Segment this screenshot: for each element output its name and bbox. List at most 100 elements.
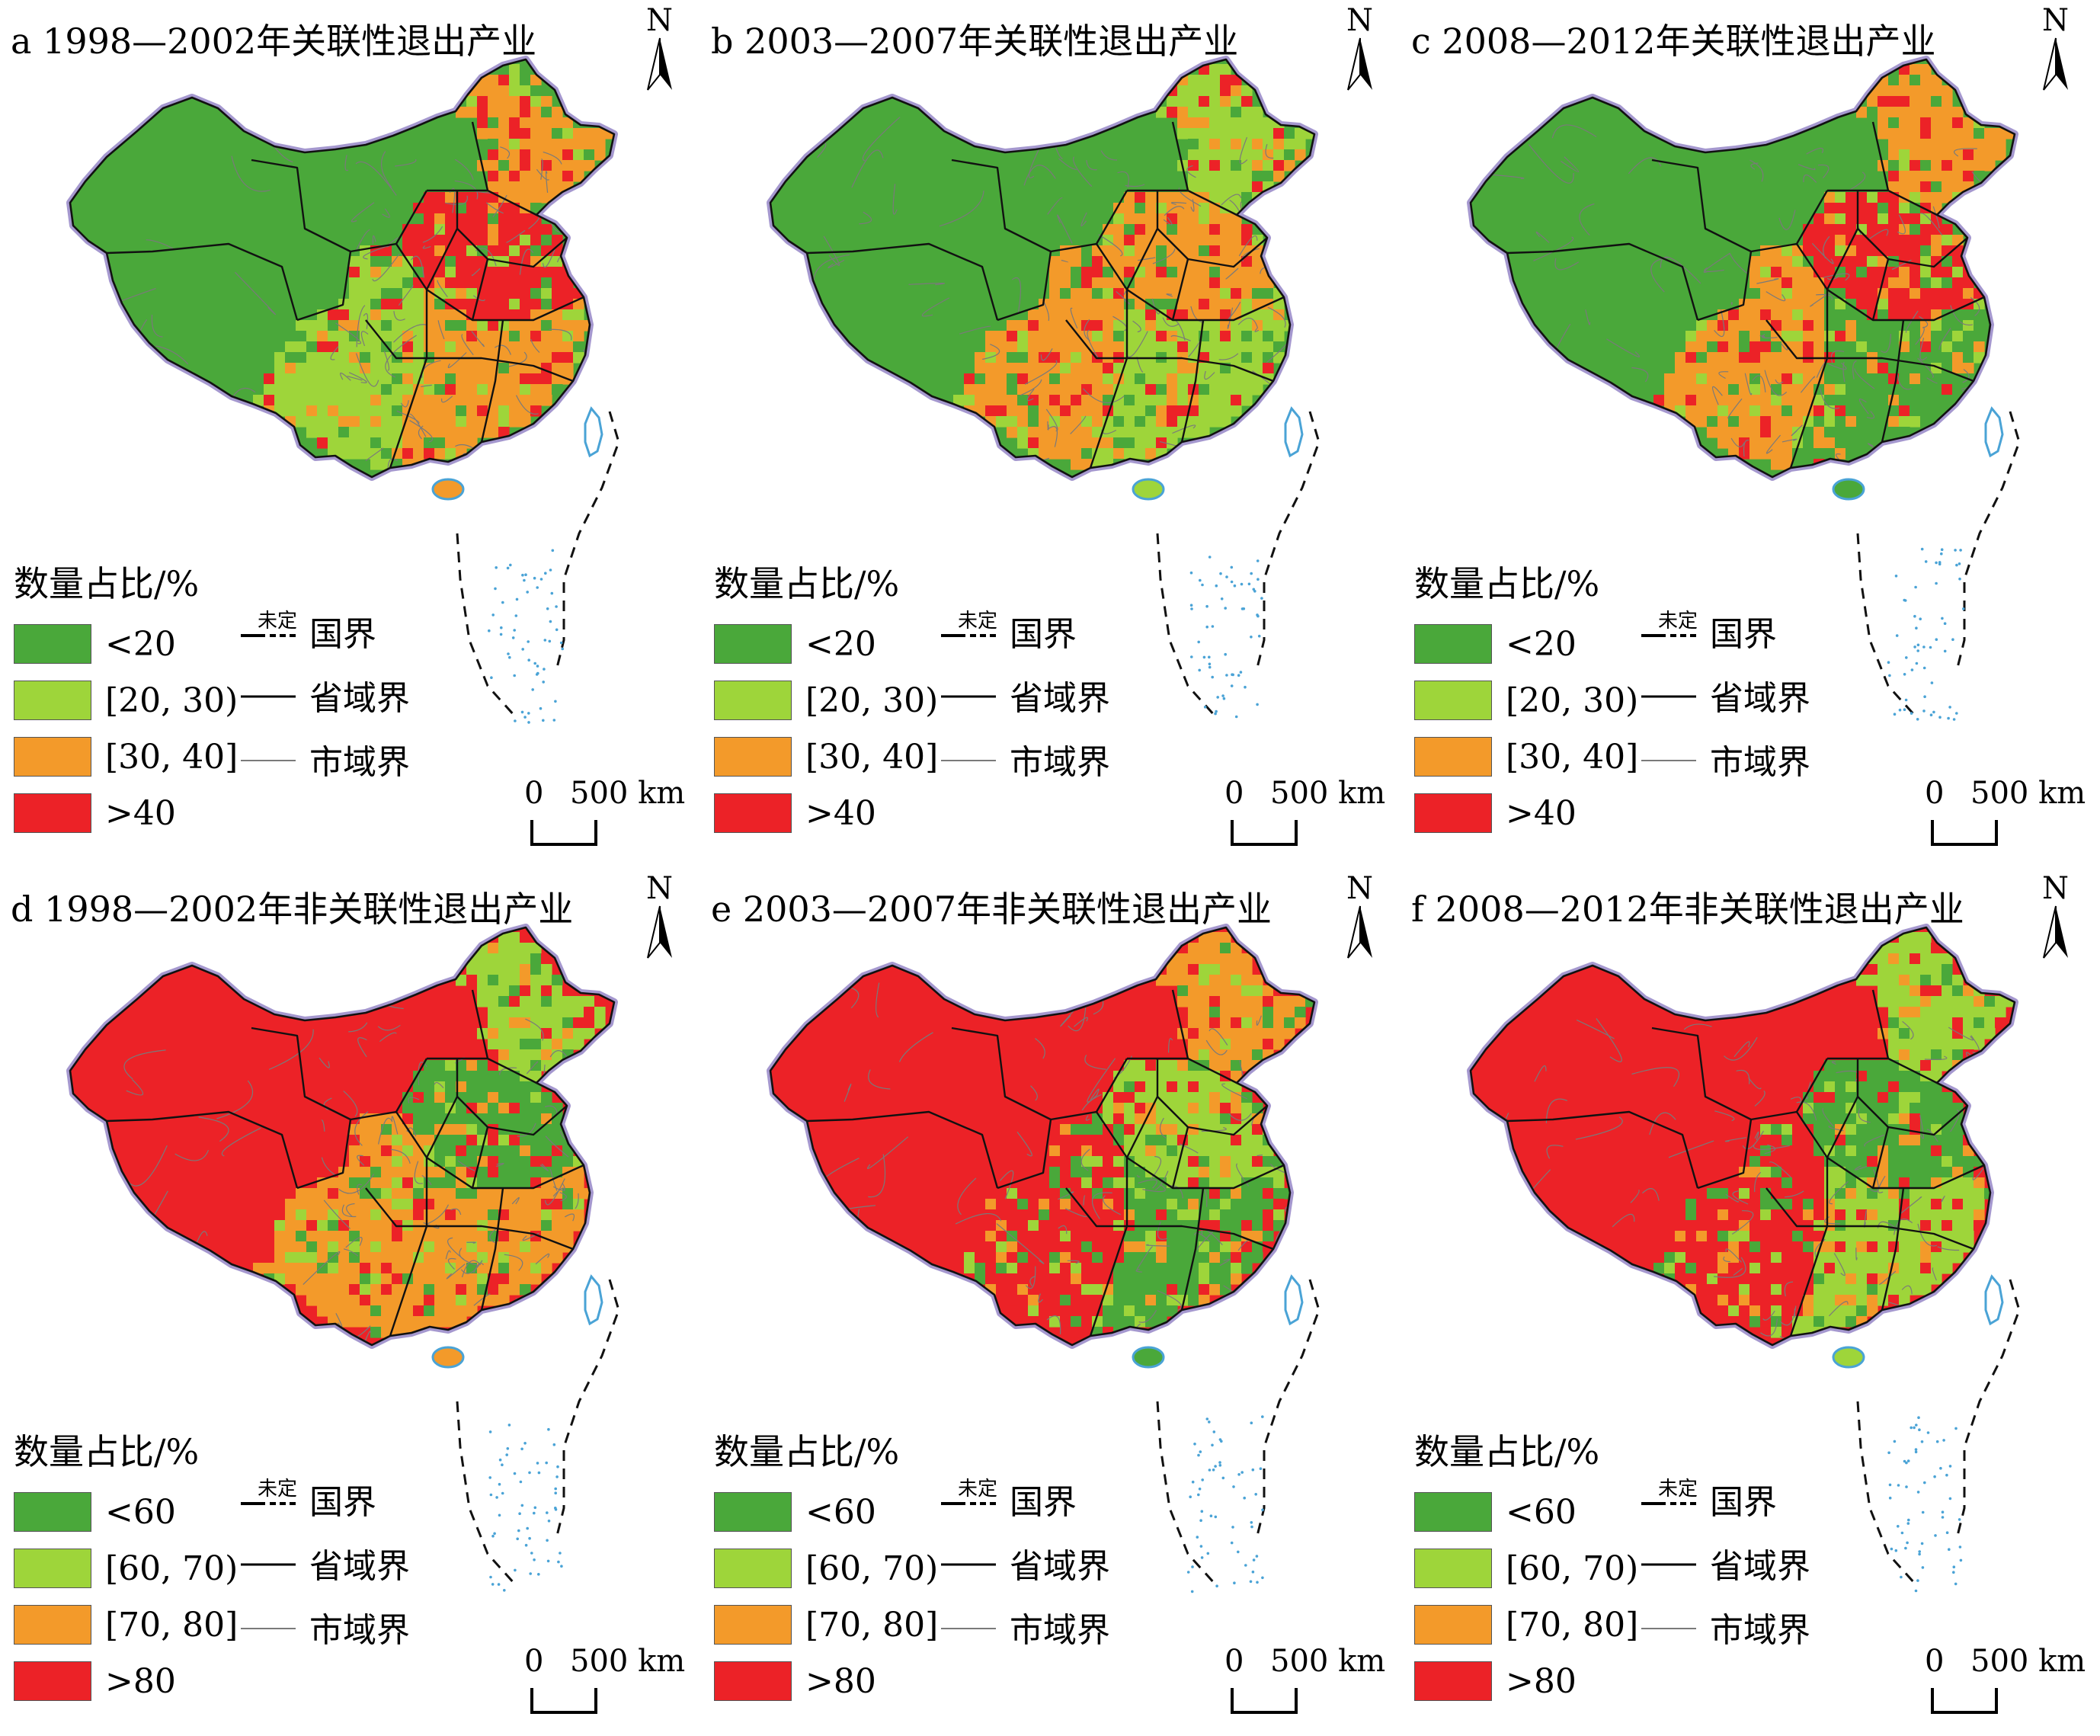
city-boundary bbox=[1204, 1189, 1208, 1207]
boundary-symbol bbox=[1638, 680, 1699, 710]
legend-title: 数量占比/% bbox=[1414, 563, 1600, 604]
city-region bbox=[1856, 213, 1868, 225]
city-region bbox=[1803, 309, 1814, 321]
city-region bbox=[1049, 1167, 1061, 1178]
south-sea-island bbox=[520, 1447, 523, 1451]
city-region bbox=[498, 75, 510, 86]
city-region bbox=[1049, 267, 1061, 278]
city-region bbox=[1739, 331, 1750, 342]
city-region bbox=[1920, 1284, 1932, 1296]
south-sea-island bbox=[1261, 1508, 1264, 1512]
city-region bbox=[1760, 448, 1772, 460]
city-region bbox=[1910, 107, 1921, 118]
city-region bbox=[1177, 363, 1189, 374]
city-region bbox=[1071, 1295, 1082, 1306]
city-region bbox=[1920, 341, 1932, 353]
city-region bbox=[445, 405, 456, 417]
city-region bbox=[488, 331, 499, 342]
city-region bbox=[1952, 1049, 1964, 1061]
city-region bbox=[381, 267, 392, 278]
city-boundary bbox=[1196, 1231, 1214, 1251]
city-region bbox=[1135, 1188, 1146, 1200]
city-region bbox=[1241, 96, 1253, 107]
city-region bbox=[530, 1188, 542, 1200]
city-region bbox=[1771, 448, 1782, 460]
city-region bbox=[392, 1124, 403, 1135]
city-region bbox=[1963, 139, 1974, 150]
city-region bbox=[552, 1156, 563, 1167]
city-region bbox=[1124, 405, 1135, 417]
city-region bbox=[1231, 953, 1242, 965]
city-region bbox=[1920, 1060, 1932, 1071]
city-region bbox=[1952, 1039, 1964, 1050]
city-boundary bbox=[1868, 229, 1889, 240]
city-region bbox=[498, 427, 510, 438]
city-region bbox=[1749, 395, 1761, 406]
city-boundary bbox=[440, 396, 453, 403]
city-region bbox=[1028, 1177, 1039, 1189]
city-region bbox=[296, 1209, 307, 1221]
city-boundary bbox=[1744, 373, 1753, 396]
city-boundary bbox=[1228, 1113, 1252, 1121]
city-region bbox=[306, 1263, 318, 1274]
legend-row: >80 bbox=[714, 1653, 938, 1709]
city-region bbox=[1910, 96, 1921, 107]
city-region bbox=[477, 341, 488, 353]
city-region bbox=[552, 352, 563, 364]
city-region bbox=[1739, 373, 1750, 385]
city-region bbox=[1867, 341, 1878, 353]
city-region bbox=[328, 1284, 339, 1296]
city-region bbox=[1167, 1188, 1178, 1200]
city-region bbox=[541, 1263, 552, 1274]
city-region bbox=[413, 299, 424, 310]
south-sea-island bbox=[546, 1539, 549, 1542]
city-region bbox=[1199, 943, 1210, 954]
city-region bbox=[488, 1209, 499, 1221]
city-boundary bbox=[1275, 1265, 1294, 1276]
south-sea-island bbox=[514, 614, 518, 617]
city-region bbox=[1771, 1263, 1782, 1274]
city-region bbox=[1717, 1231, 1729, 1242]
city-region bbox=[1295, 139, 1306, 150]
city-region bbox=[349, 416, 360, 428]
city-region bbox=[1156, 107, 1167, 118]
city-boundary bbox=[1135, 1268, 1142, 1273]
south-sea-island bbox=[1913, 645, 1916, 649]
city-region bbox=[413, 1135, 424, 1146]
city-region bbox=[1888, 1071, 1900, 1082]
city-region bbox=[1145, 341, 1157, 353]
city-region bbox=[1199, 171, 1210, 182]
city-region bbox=[1167, 1071, 1178, 1082]
city-region bbox=[1931, 341, 1942, 353]
city-boundary bbox=[1775, 379, 1784, 384]
city-region bbox=[1728, 1252, 1740, 1264]
south-sea-island bbox=[1208, 1421, 1211, 1424]
city-region bbox=[498, 384, 510, 396]
city-region bbox=[1707, 405, 1718, 417]
city-region bbox=[1167, 1273, 1178, 1285]
city-boundary bbox=[823, 235, 840, 266]
city-region bbox=[1124, 373, 1135, 385]
city-region bbox=[1220, 405, 1231, 417]
city-region bbox=[328, 1231, 339, 1242]
legend-swatch bbox=[14, 1605, 91, 1645]
city-boundary bbox=[876, 982, 880, 1018]
city-region bbox=[1931, 985, 1942, 997]
city-region bbox=[996, 363, 1007, 374]
city-region bbox=[317, 1188, 328, 1200]
city-region bbox=[1803, 363, 1814, 374]
city-region bbox=[1942, 1135, 1953, 1146]
city-region bbox=[498, 985, 510, 997]
city-boundary bbox=[455, 159, 474, 181]
city-boundary bbox=[221, 1127, 261, 1157]
city-region bbox=[1739, 363, 1750, 374]
city-region bbox=[264, 373, 275, 385]
city-boundary bbox=[540, 159, 543, 180]
city-region bbox=[1092, 309, 1103, 321]
city-region bbox=[360, 1156, 371, 1167]
city-region bbox=[360, 384, 371, 396]
legend-label: [60, 70) bbox=[805, 1549, 939, 1588]
city-boundary bbox=[421, 1174, 432, 1186]
city-boundary bbox=[472, 295, 486, 302]
city-region bbox=[509, 1156, 520, 1167]
